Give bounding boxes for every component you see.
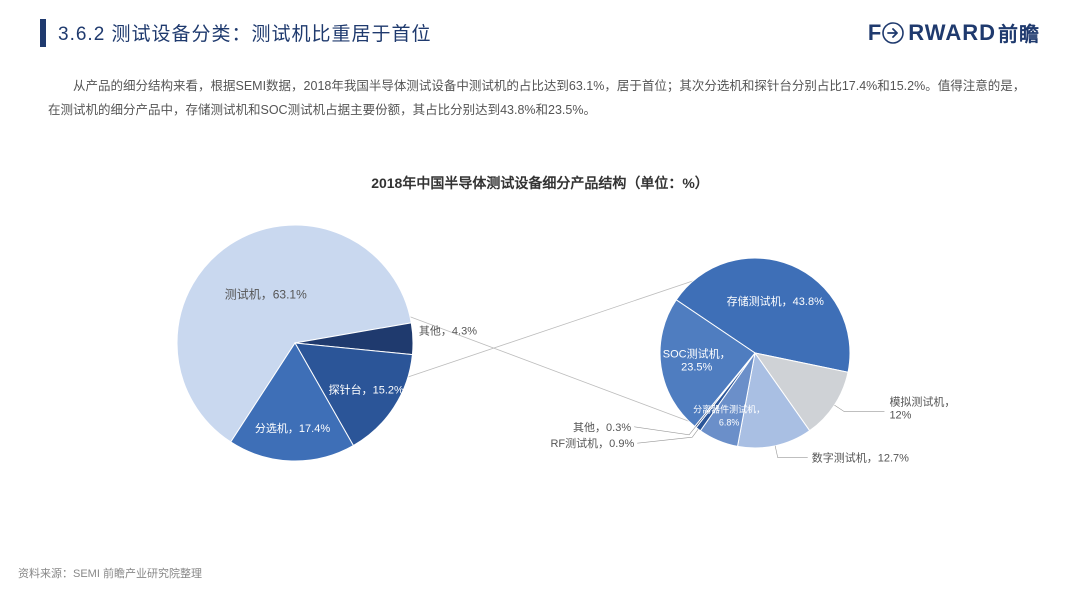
title-accent-bar — [40, 19, 46, 47]
logo-rest: RWARD — [908, 20, 996, 46]
logo: F RWARD 前瞻 — [868, 18, 1040, 47]
logo-f: F — [868, 20, 882, 46]
source-text: 资料来源：SEMI 前瞻产业研究院整理 — [18, 565, 202, 581]
leader-line — [634, 426, 695, 434]
slice-label: 其他，0.3% — [573, 420, 631, 433]
slice-label: 分选机，17.4% — [255, 420, 330, 434]
leader-line — [834, 405, 884, 412]
leader-line — [637, 429, 698, 443]
chart-title: 2018年中国半导体测试设备细分产品结构（单位：%） — [0, 173, 1080, 193]
slice-label: 测试机，63.1% — [225, 286, 307, 301]
page-title: 3.6.2 测试设备分类：测试机比重居于首位 — [58, 19, 432, 46]
section-number: 3.6.2 — [58, 24, 105, 45]
slice-label: 存储测试机，43.8% — [727, 293, 824, 307]
slice-label: 探针台，15.2% — [329, 382, 404, 396]
title-wrap: 3.6.2 测试设备分类：测试机比重居于首位 — [40, 19, 432, 47]
slice-label: 数字测试机，12.7% — [812, 450, 909, 464]
slice-label: 其他，4.3% — [419, 324, 477, 337]
charts-area: 测试机，63.1% 其他，4.3% 探针台，15.2% 分选机，17.4% 存储测试机，… — [0, 193, 1080, 513]
title-main: 测试设备分类：测试机比重居于首位 — [112, 24, 432, 45]
body-paragraph: 从产品的细分结构来看，根据SEMI数据，2018年我国半导体测试设备中测试机的占… — [0, 47, 1080, 123]
pie-charts-svg: 测试机，63.1% 其他，4.3% 探针台，15.2% 分选机，17.4% 存储测试机，… — [0, 193, 1080, 513]
leader-line — [775, 445, 808, 457]
header: 3.6.2 测试设备分类：测试机比重居于首位 F RWARD 前瞻 — [0, 0, 1080, 47]
logo-arrow-icon — [882, 22, 904, 44]
slice-label: RF测试机，0.9% — [550, 436, 634, 450]
slice-label: 模拟测试机，12% — [889, 394, 955, 421]
logo-cn: 前瞻 — [998, 18, 1040, 47]
